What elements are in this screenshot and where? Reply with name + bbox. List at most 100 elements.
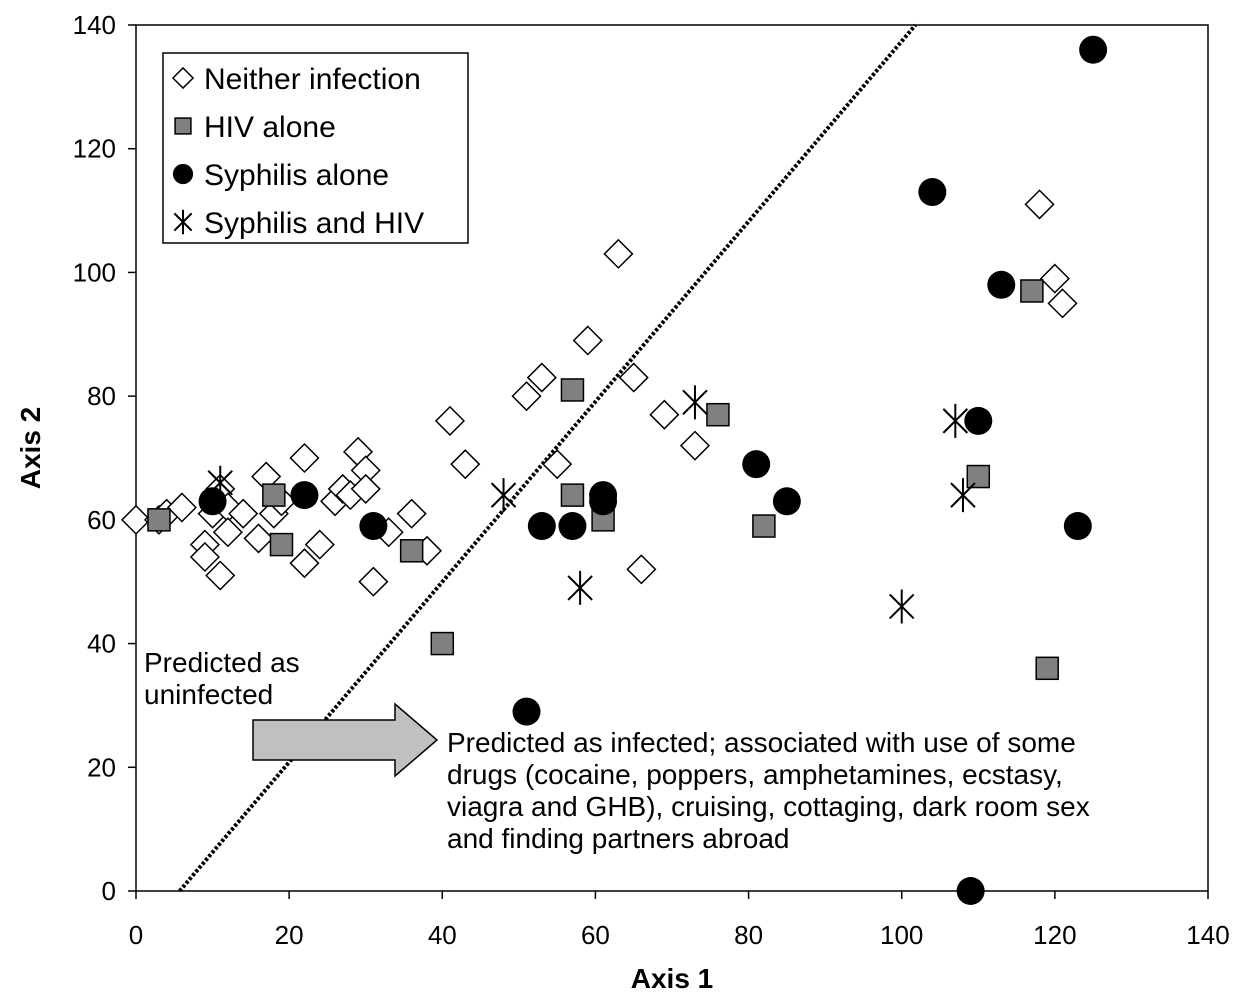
syphilis-alone-point	[772, 487, 801, 516]
annotation-infected-line: Predicted as infected; associated with u…	[447, 727, 1076, 758]
y-tick-label: 120	[73, 134, 116, 164]
legend-syphilis-and-hiv-marker	[173, 209, 193, 235]
syphilis-alone-point	[290, 481, 319, 510]
neither-infection-point	[434, 405, 466, 436]
syphilis-alone-point	[558, 512, 587, 541]
divider-line-group	[178, 23, 918, 893]
axis-ticks: 0 20 40 60 80 100 120 140 0 20 40 60 80 100 120 140	[73, 10, 1230, 950]
syphilis-alone-point	[1079, 35, 1108, 64]
arrow-group	[252, 702, 439, 778]
x-tick-label: 140	[1186, 920, 1229, 950]
hiv-alone-point	[560, 483, 585, 507]
divider-line	[178, 23, 918, 893]
x-tick-label: 60	[581, 920, 610, 950]
neither-infection-point	[679, 430, 711, 461]
annotation-uninfected-line: uninfected	[144, 679, 273, 710]
neither-infection-point	[618, 362, 649, 393]
syphilis-alone-point	[964, 406, 993, 435]
hiv-alone-point	[752, 514, 776, 538]
neither-infection-point	[542, 449, 573, 480]
neither-infection-point	[511, 381, 542, 412]
neither-infection-point	[166, 492, 198, 523]
neither-infection-point	[243, 523, 274, 554]
neither-infection-point	[228, 498, 259, 529]
x-tick-label: 20	[275, 920, 304, 950]
hiv-alone-point	[430, 631, 455, 656]
hiv-alone-point	[147, 508, 171, 532]
syphilis-and-hiv-point	[490, 478, 517, 513]
syphilis-and-hiv-point	[950, 478, 976, 513]
neither-infection-point	[205, 560, 236, 591]
legend-neither-infection-label: Neither infection	[204, 63, 421, 96]
neither-infection-point	[304, 529, 335, 560]
x-tick-label: 120	[1033, 920, 1076, 950]
hiv-alone-point	[269, 532, 294, 557]
neither-infection-point	[1024, 189, 1055, 220]
y-tick-label: 100	[73, 257, 116, 287]
y-axis-title: Axis 2	[15, 407, 46, 490]
x-tick-label: 100	[880, 920, 923, 950]
neither-infection-point	[450, 449, 481, 480]
neither-infection-point	[626, 554, 657, 585]
annotation-uninfected-line: Predicted as	[144, 647, 300, 678]
neither-infection-point	[526, 362, 557, 393]
x-tick-label: 0	[129, 920, 143, 950]
legend-hiv-alone-label: HIV alone	[204, 111, 336, 144]
hiv-alone-point	[399, 539, 424, 563]
neither-infection-point	[649, 399, 680, 430]
neither-infection-point	[572, 325, 603, 356]
neither-infection-point	[1039, 263, 1070, 294]
x-tick-label: 40	[428, 920, 457, 950]
neither-infection-point	[289, 442, 320, 474]
x-tick-label: 80	[734, 920, 763, 950]
syphilis-alone-point	[742, 450, 771, 479]
annotation-infected-line: viagra and GHB), cruising, cottaging, da…	[447, 791, 1090, 822]
syphilis-alone-point	[918, 178, 947, 207]
syphilis-alone-point	[1063, 512, 1092, 541]
neither-infection-point	[396, 498, 427, 529]
annotation-infected-line: and finding partners abroad	[447, 823, 789, 854]
y-tick-label: 140	[73, 10, 116, 40]
syphilis-and-hiv-point	[207, 465, 233, 500]
syphilis-alone-point	[956, 877, 985, 905]
syphilis-alone-point	[987, 270, 1016, 299]
y-tick-label: 40	[87, 629, 116, 659]
legend-syphilis-alone-marker	[172, 163, 194, 185]
neither-infection-point	[212, 517, 243, 548]
syphilis-alone-point	[512, 697, 541, 726]
legend-box	[162, 52, 469, 244]
right-arrow-icon	[252, 702, 439, 778]
neither-infection-point	[603, 238, 634, 269]
data-points	[120, 35, 1108, 905]
neither-infection-point	[350, 473, 381, 504]
legend-syphilis-alone-label: Syphilis alone	[204, 159, 389, 192]
legend-syphilis-and-hiv-label: Syphilis and HIV	[204, 207, 424, 240]
hiv-alone-point	[1035, 656, 1059, 681]
syphilis-and-hiv-point	[682, 385, 708, 420]
y-tick-label: 20	[87, 752, 116, 782]
legend-hiv-alone-marker	[174, 117, 192, 135]
hiv-alone-point	[966, 464, 991, 489]
hiv-alone-point	[560, 378, 585, 402]
legend-neither-infection-marker	[171, 66, 195, 90]
syphilis-alone-point	[527, 512, 556, 541]
syphilis-and-hiv-point	[942, 403, 969, 438]
syphilis-alone-point	[589, 481, 618, 510]
neither-infection-point	[289, 548, 320, 579]
y-tick-label: 80	[87, 381, 116, 411]
legend: Neither infection HIV alone Syphilis alone…	[162, 52, 469, 244]
hiv-alone-point	[262, 483, 286, 507]
syphilis-and-hiv-point	[889, 589, 915, 624]
syphilis-and-hiv-point	[567, 570, 593, 605]
hiv-alone-point	[706, 402, 730, 427]
y-tick-label: 60	[87, 505, 116, 535]
neither-infection-point	[120, 504, 152, 535]
syphilis-alone-point	[359, 512, 388, 541]
hiv-alone-point	[1020, 279, 1044, 303]
x-axis-title: Axis 1	[631, 963, 714, 994]
y-tick-label: 0	[102, 876, 116, 906]
annotation-infected-line: drugs (cocaine, poppers, amphetamines, e…	[447, 759, 1063, 790]
neither-infection-point	[1047, 288, 1078, 319]
